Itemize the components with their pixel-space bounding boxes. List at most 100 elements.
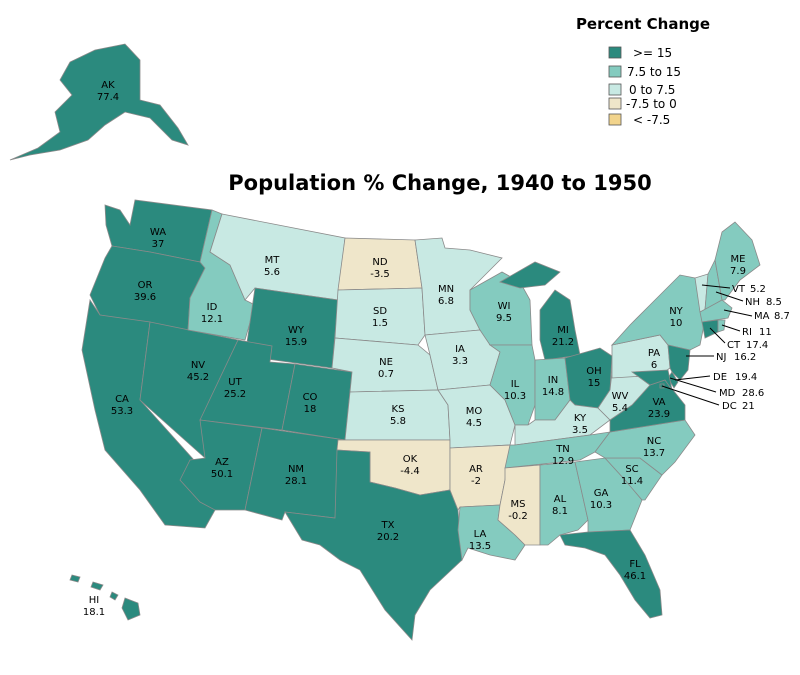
state-label-mi: MI 21.2 (552, 325, 574, 348)
state-label-mt: MT 5.6 (264, 255, 280, 278)
state-abbr: KS (392, 404, 405, 415)
state-abbr: FL (629, 559, 641, 570)
state-abbr: KY (574, 413, 587, 424)
legend-label: 0 to 7.5 (629, 83, 675, 97)
state-label-nv: NV 45.2 (187, 360, 209, 383)
state-abbr: OK (403, 454, 418, 465)
state-value: 50.1 (211, 469, 233, 480)
state-abbr: IN (548, 375, 558, 386)
state-label-ks: KS 5.8 (390, 404, 406, 427)
state-abbr: UT (228, 377, 242, 388)
legend-item: >= 15 (608, 46, 672, 60)
state-value: 23.9 (648, 409, 670, 420)
state-label-or: OR 39.6 (134, 280, 156, 303)
state-value: 39.6 (134, 292, 156, 303)
state-value: 21 (742, 401, 755, 412)
state-value: 5.6 (264, 267, 280, 278)
state-label-tn: TN 12.9 (552, 444, 574, 467)
state-label-az: AZ 50.1 (211, 457, 233, 480)
state-abbr: OH (586, 366, 601, 377)
state-label-fl: FL 46.1 (624, 559, 646, 582)
state-abbr: RI (742, 327, 752, 338)
legend-label: 7.5 to 15 (627, 65, 681, 79)
legend-label: >= 15 (633, 46, 672, 60)
state-ak (9, 43, 189, 161)
state-label-nj: NJ 16.2 (716, 352, 756, 363)
state-abbr: ME (731, 254, 746, 265)
state-value: 6.8 (438, 296, 454, 307)
state-value: 14.8 (542, 387, 564, 398)
state-label-ms: MS -0.2 (508, 499, 528, 522)
state-label-nh: NH 8.5 (745, 297, 782, 308)
state-abbr: MS (511, 499, 526, 510)
state-label-mn: MN 6.8 (438, 284, 454, 307)
state-md (630, 369, 673, 391)
legend-swatch (608, 46, 622, 59)
legend-label: -7.5 to 0 (626, 97, 677, 111)
state-label-ma: MA 8.7 (754, 311, 790, 322)
state-value: 12.1 (201, 314, 223, 325)
state-ri (717, 319, 726, 333)
state-label-in: IN 14.8 (542, 375, 564, 398)
state-abbr: HI (89, 595, 99, 606)
state-label-hi: HI 18.1 (83, 595, 105, 618)
state-value: 7.9 (730, 266, 746, 277)
state-value: 11 (759, 327, 772, 338)
state-abbr: OR (138, 280, 153, 291)
state-labels: AK 77.4 HI 18.1 WA 37 OR 39.6 CA 53.3 NV… (83, 80, 790, 618)
state-label-tx: TX 20.2 (377, 520, 399, 543)
state-value: 1.5 (372, 318, 388, 329)
state-label-ct: CT 17.4 (727, 340, 768, 351)
state-abbr: ND (372, 257, 387, 268)
state-value: 19.4 (735, 372, 757, 383)
state-abbr: CO (303, 392, 318, 403)
legend-item: -7.5 to 0 (608, 97, 677, 111)
state-value: 0.7 (378, 369, 394, 380)
state-value: 12.9 (552, 456, 574, 467)
state-mi (498, 261, 581, 361)
state-label-wv: WV 5.4 (612, 391, 629, 414)
state-label-sc: SC 11.4 (621, 464, 643, 487)
state-ny (610, 274, 706, 351)
state-me (714, 221, 761, 301)
state-label-md: MD 28.6 (719, 388, 764, 399)
state-abbr: GA (594, 488, 609, 499)
leader-md (669, 377, 717, 393)
state-label-ri: RI 11 (742, 327, 772, 338)
state-abbr: DC (722, 401, 737, 412)
legend-swatch (608, 65, 622, 78)
state-value: 4.5 (466, 418, 482, 429)
state-value: 9.5 (496, 313, 512, 324)
state-value: 15.9 (285, 337, 307, 348)
state-label-co: CO 18 (303, 392, 318, 415)
state-label-sd: SD 1.5 (372, 306, 388, 329)
state-label-wi: WI 9.5 (496, 301, 512, 324)
state-value: 18 (304, 404, 317, 415)
state-ct (701, 319, 719, 339)
state-abbr: WY (288, 325, 305, 336)
state-abbr: WV (612, 391, 629, 402)
state-label-ne: NE 0.7 (378, 357, 394, 380)
leader-ct (709, 327, 726, 344)
state-label-wy: WY 15.9 (285, 325, 307, 348)
state-label-id: ID 12.1 (201, 302, 223, 325)
states (9, 43, 761, 641)
legend-label: < -7.5 (633, 113, 670, 127)
state-hi (69, 574, 141, 621)
state-abbr: ID (207, 302, 218, 313)
state-label-la: LA 13.5 (469, 529, 491, 552)
state-label-ut: UT 25.2 (224, 377, 246, 400)
leader-vt (701, 284, 731, 289)
state-abbr: NE (379, 357, 393, 368)
state-abbr: NM (288, 464, 304, 475)
state-abbr: NY (669, 306, 683, 317)
state-value: -3.5 (370, 269, 390, 280)
state-fl (559, 529, 663, 619)
state-abbr: WI (498, 301, 511, 312)
state-nj (667, 344, 691, 381)
state-ks (344, 389, 451, 441)
legend-item: < -7.5 (608, 113, 670, 127)
state-label-mo: MO 4.5 (466, 406, 483, 429)
state-abbr: AK (101, 80, 115, 91)
state-value: 37 (152, 239, 165, 250)
